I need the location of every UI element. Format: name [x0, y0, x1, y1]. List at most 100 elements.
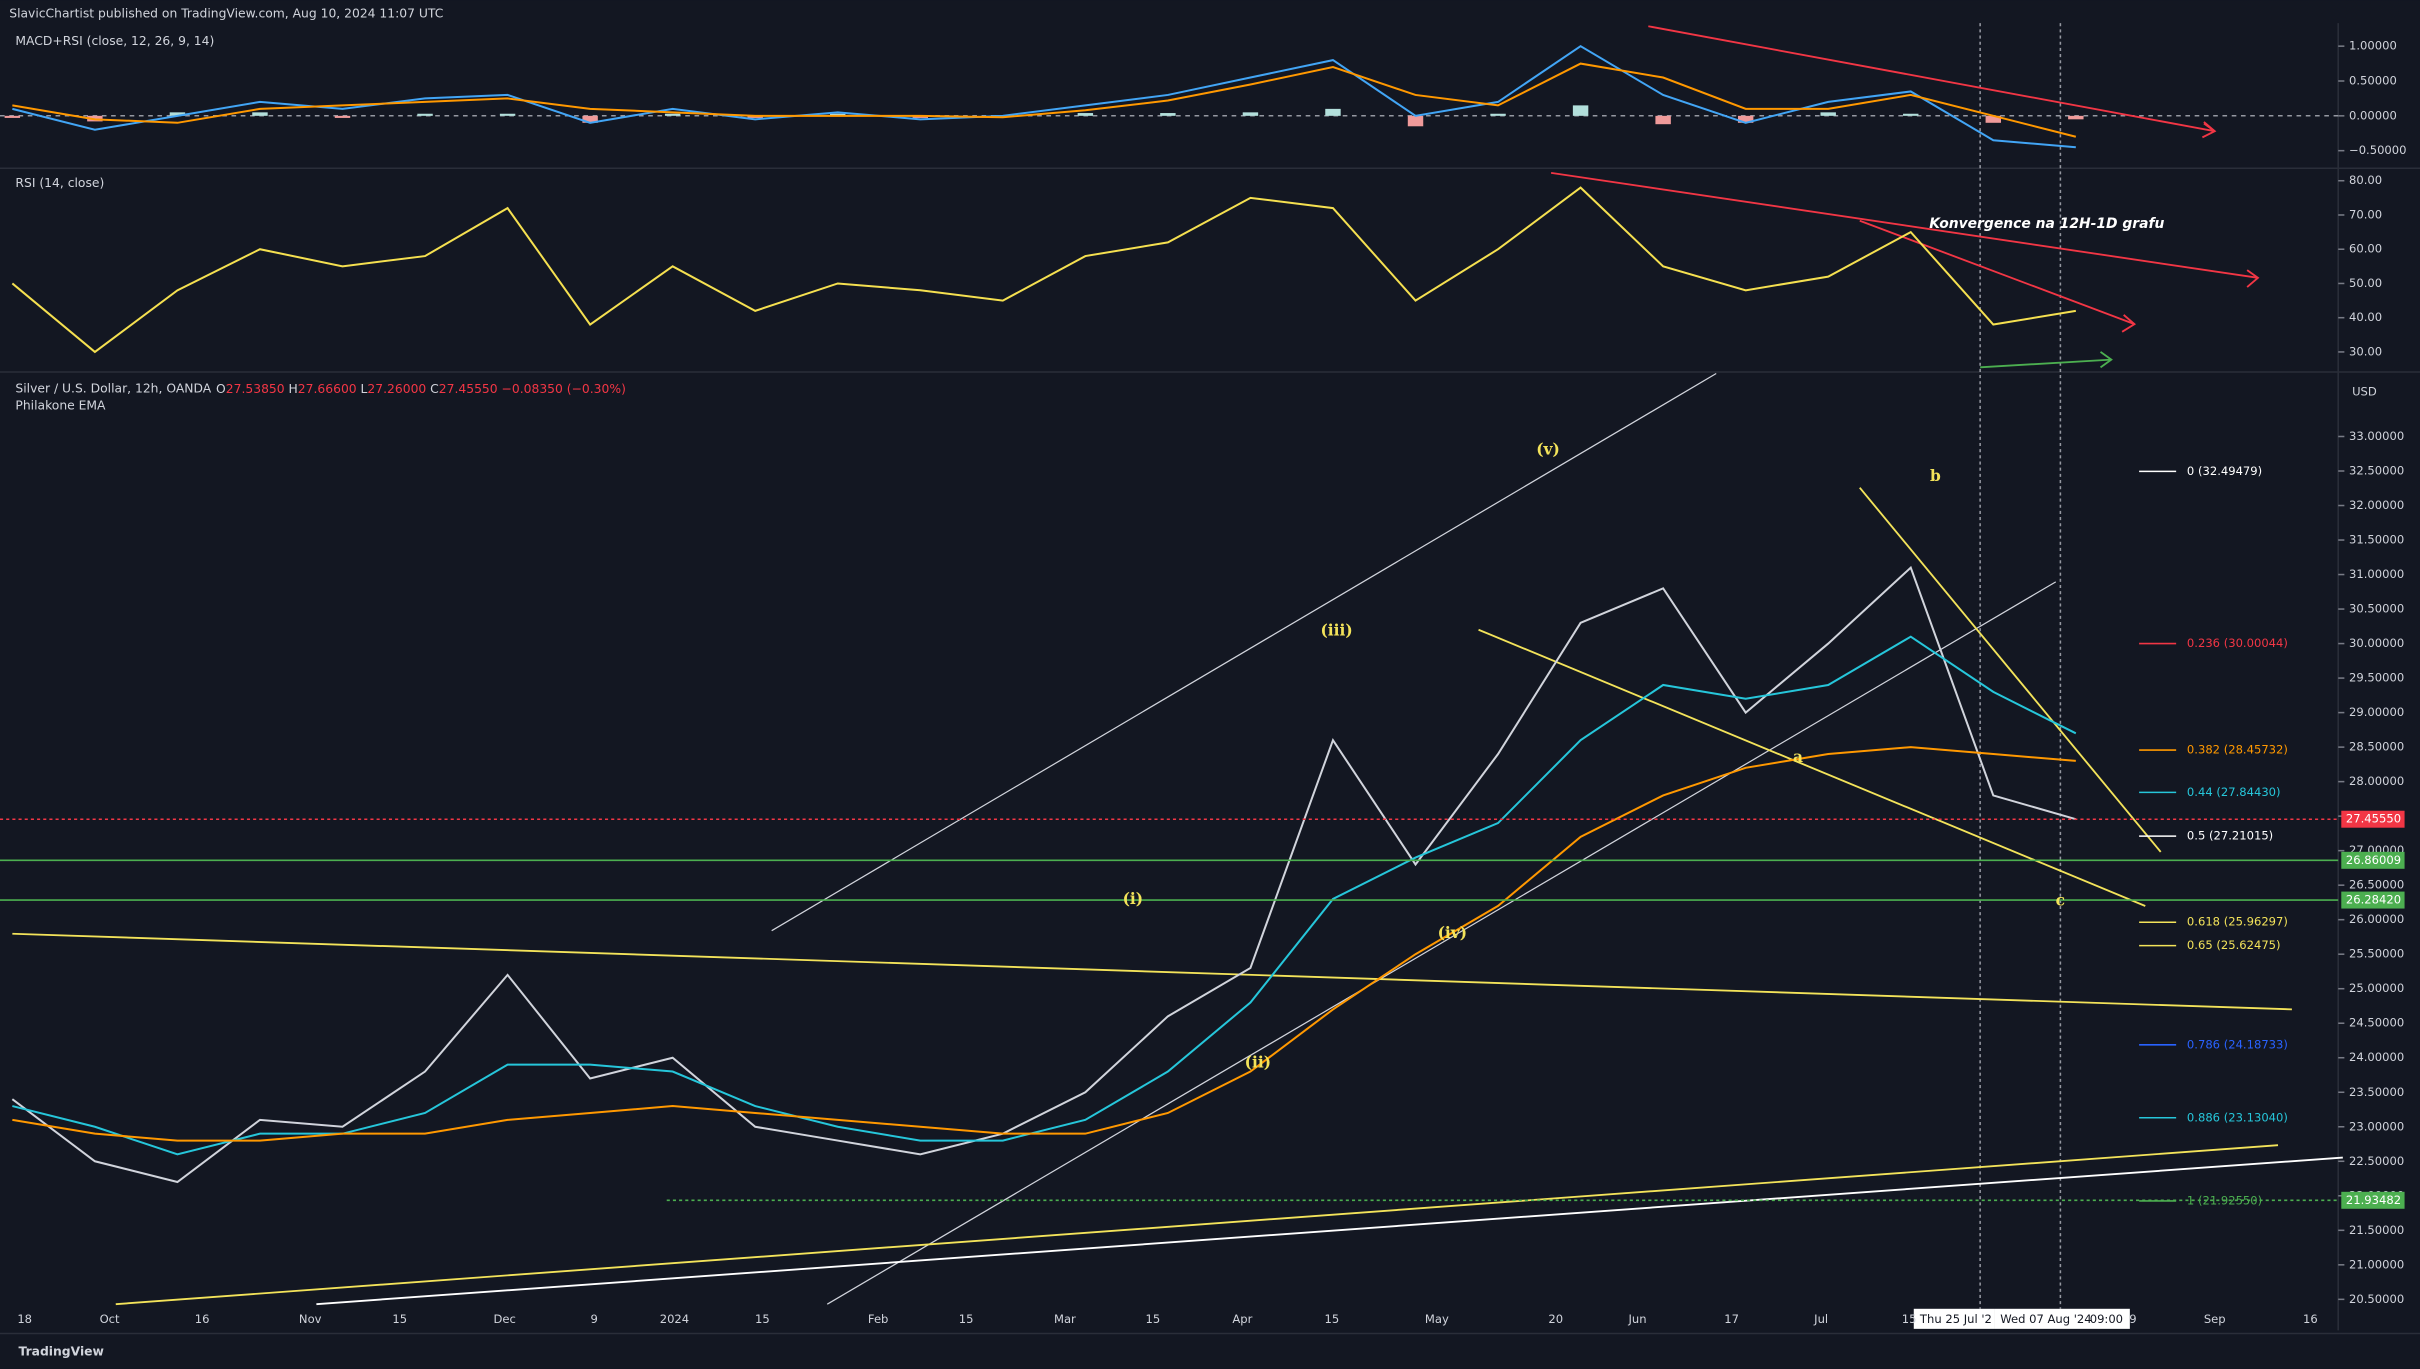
histogram-bar — [1325, 108, 1341, 116]
arrow-head — [2246, 269, 2260, 288]
arrow-head — [2099, 351, 2113, 369]
series-line — [12, 62, 2077, 138]
histogram-bar — [664, 113, 681, 116]
y-tick-label: 26.50000 — [2349, 878, 2404, 892]
ohlc-value: 27.26000 — [367, 381, 426, 395]
x-tick-label: Feb — [868, 1312, 888, 1326]
x-tick-label: 9 — [591, 1312, 598, 1326]
histogram-bar — [1655, 115, 1671, 125]
annotation: (iv) — [1438, 924, 1467, 942]
histogram-bar — [747, 115, 763, 118]
trend-line — [1980, 358, 2112, 369]
series-line — [12, 746, 2076, 1142]
histogram-bar — [4, 115, 21, 118]
publisher: SlavicChartist published on TradingView.… — [9, 6, 443, 20]
x-tick-label: 15 — [959, 1312, 974, 1326]
crosshair-labels: Thu 25 Jul '2 Wed 07 Aug '24 09:00 — [1913, 1308, 2130, 1329]
arrow-head — [2201, 121, 2217, 139]
annotation: c — [2056, 891, 2065, 909]
series-line — [11, 186, 2076, 354]
y-tick-label: 70.00 — [2349, 207, 2382, 221]
crosshair-date: Wed 07 Aug '24 — [2000, 1312, 2091, 1326]
price-label-box — [2341, 851, 2405, 869]
indicator-title: Philakone EMA — [15, 398, 106, 412]
trend-line — [771, 372, 1717, 932]
x-tick-label: 16 — [2303, 1312, 2318, 1326]
pane-title: Silver / U.S. Dollar, 12h, OANDA — [15, 381, 211, 395]
ohlc-label: H — [289, 381, 298, 395]
currency: USD — [2352, 385, 2377, 399]
fib-label: 0.5 (27.21015) — [2187, 829, 2273, 843]
trend-line — [1550, 171, 2259, 279]
x-tick-label: 15 — [1146, 1312, 1161, 1326]
histogram-bar — [1490, 113, 1506, 116]
histogram-bar — [1737, 115, 1754, 123]
series-line — [12, 635, 2077, 1156]
y-tick-label: 50.00 — [2349, 276, 2382, 290]
crosshair-box — [1913, 1308, 1995, 1329]
ohlc-value: 27.45550 — [439, 381, 498, 395]
histogram-bar — [169, 112, 186, 116]
crosshair-time: 09:00 — [2090, 1312, 2123, 1326]
trend-line — [316, 1156, 2343, 1306]
price-label: 27.45550 — [2346, 812, 2401, 826]
price-label: 21.93482 — [2346, 1193, 2401, 1207]
price-label-box — [2341, 891, 2405, 909]
y-tick-label: 26.00000 — [2349, 912, 2404, 926]
histogram-bar — [1572, 105, 1589, 116]
crosshair-date: Thu 25 Jul '2 — [1919, 1312, 1992, 1326]
y-tick-label: 32.50000 — [2349, 464, 2404, 478]
ohlc-label: L — [361, 381, 368, 395]
y-tick-label: 21.50000 — [2349, 1223, 2404, 1237]
histogram-bar — [1242, 112, 1259, 116]
ohlc-value: 27.53850 — [226, 381, 285, 395]
histogram-bar — [1407, 115, 1424, 127]
x-tick-label: 15 — [1325, 1312, 1340, 1326]
y-tick-label: 29.50000 — [2349, 671, 2404, 685]
x-tick-label: May — [1425, 1312, 1449, 1326]
ohlc-label: O — [216, 381, 226, 395]
crosshair-box — [1994, 1308, 2130, 1329]
y-tick-label: 22.50000 — [2349, 1154, 2404, 1168]
y-tick-label: 20.50000 — [2349, 1292, 2404, 1306]
trend-line — [1859, 487, 2162, 853]
price-label: 26.28420 — [2346, 893, 2401, 907]
fib-label: 0.382 (28.45732) — [2187, 743, 2288, 757]
x-tick-label: 9 — [2129, 1312, 2136, 1326]
histogram-bar — [1985, 115, 2002, 123]
fib-label: 0 (32.49479) — [2187, 464, 2262, 478]
y-tick-label: 24.50000 — [2349, 1016, 2404, 1030]
x-tick-label: Nov — [299, 1312, 322, 1326]
histogram-bar — [1820, 112, 1836, 116]
ohlc-label: C — [430, 381, 439, 395]
annotation: (ii) — [1245, 1053, 1271, 1071]
histogram-bar — [334, 115, 351, 118]
x-tick-label: Apr — [1232, 1312, 1252, 1326]
fib-label: 0.236 (30.00044) — [2187, 636, 2288, 650]
fib-label: 0.618 (25.96297) — [2187, 915, 2288, 929]
histogram-bar — [1077, 113, 1094, 116]
x-tick-label: Jul — [1813, 1312, 1828, 1326]
histogram-bar — [912, 115, 928, 118]
histogram-bar — [582, 115, 598, 123]
y-tick-label: 33.00000 — [2349, 429, 2404, 443]
y-tick-label: 0.50000 — [2349, 73, 2397, 87]
pane-title: MACD+RSI (close, 12, 26, 9, 14) — [15, 34, 214, 48]
annotation: (iii) — [1320, 621, 1352, 639]
y-tick-label: 30.00000 — [2349, 636, 2404, 650]
arrow-head — [2121, 314, 2137, 333]
fib-label: 0.44 (27.84430) — [2187, 785, 2281, 799]
annotation: (v) — [1536, 441, 1560, 459]
x-tick-label: Oct — [100, 1312, 120, 1326]
y-tick-label: 31.50000 — [2349, 533, 2404, 547]
trend-line — [12, 932, 2292, 1011]
y-tick-label: 60.00 — [2349, 242, 2382, 256]
x-tick-label: 15 — [1902, 1312, 1917, 1326]
annotation: b — [1930, 467, 1941, 485]
fib-label: 0.786 (24.18733) — [2187, 1037, 2288, 1051]
y-tick-label: 25.50000 — [2349, 947, 2404, 961]
y-tick-label: 28.50000 — [2349, 740, 2404, 754]
y-tick-label: 1.00000 — [2349, 39, 2397, 53]
histogram-bar — [499, 113, 516, 116]
